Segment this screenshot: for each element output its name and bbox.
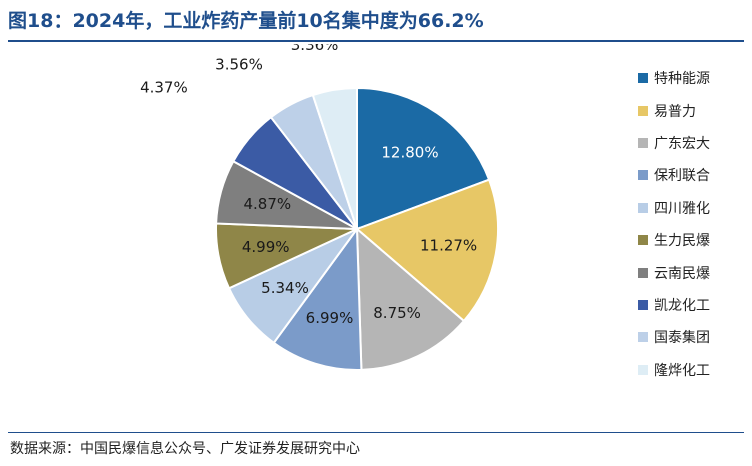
legend-label: 特种能源	[654, 71, 710, 88]
legend-label: 云南民爆	[654, 265, 710, 282]
legend-swatch	[638, 299, 648, 310]
legend-item: 凯龙化工	[638, 289, 748, 321]
pie-slice	[272, 226, 363, 371]
pie-slice-label: 4.99%	[242, 238, 290, 256]
pie-slice	[355, 178, 499, 323]
pie-slice	[311, 86, 358, 230]
legend-label: 国泰集团	[654, 330, 710, 347]
legend-item: 隆烨化工	[638, 354, 748, 386]
legend-item: 云南民爆	[638, 256, 748, 288]
pie-slice	[356, 86, 491, 231]
legend-item: 四川雅化	[638, 192, 748, 224]
title-divider	[8, 40, 744, 42]
pie-slice-label: 11.27%	[420, 236, 477, 254]
pie-slice-label: 4.87%	[243, 195, 291, 213]
legend-swatch	[638, 364, 648, 375]
legend-item: 国泰集团	[638, 321, 748, 353]
legend-item: 广东宏大	[638, 127, 748, 159]
legend-swatch	[638, 202, 648, 213]
pie-slice-label: 5.34%	[261, 279, 309, 297]
legend-label: 生力民爆	[654, 233, 710, 250]
legend-label: 保利联合	[654, 168, 710, 185]
legend-swatch	[638, 105, 648, 116]
legend-item: 易普力	[638, 94, 748, 126]
legend-swatch	[638, 267, 648, 278]
legend-swatch	[638, 137, 648, 148]
chart-legend: 特种能源易普力广东宏大保利联合四川雅化生力民爆云南民爆凯龙化工国泰集团隆烨化工	[638, 62, 748, 386]
legend-label: 广东宏大	[654, 135, 710, 152]
pie-slice-label: 6.99%	[306, 309, 354, 327]
legend-label: 凯龙化工	[654, 297, 710, 314]
pie-chart: 12.80% 11.27% 8.75% 6.99% 5.34% 4.99% 4.87% 4.3…	[140, 44, 499, 371]
source-divider	[8, 432, 744, 433]
data-source-note: 数据来源：中国民爆信息公众号、广发证券发展研究中心	[10, 441, 360, 457]
pie-slice-label: 8.75%	[373, 304, 421, 322]
pie-slice-label: 3.56%	[215, 55, 263, 73]
pie-slice-label: 3.36%	[291, 44, 339, 54]
pie-slice-label: 12.80%	[381, 144, 438, 162]
pie-slice-label: 4.37%	[140, 78, 188, 96]
chart-title: 图18：2024年，工业炸药产量前10名集中度为66.2%	[8, 10, 484, 32]
legend-item: 生力民爆	[638, 224, 748, 256]
legend-item: 特种能源	[638, 62, 748, 94]
pie-slice	[355, 226, 466, 371]
legend-swatch	[638, 235, 648, 246]
legend-item: 保利联合	[638, 159, 748, 191]
legend-swatch	[638, 332, 648, 343]
legend-label: 易普力	[654, 103, 696, 120]
legend-label: 隆烨化工	[654, 362, 710, 379]
legend-label: 四川雅化	[654, 200, 710, 217]
legend-swatch	[638, 73, 648, 84]
legend-swatch	[638, 170, 648, 181]
